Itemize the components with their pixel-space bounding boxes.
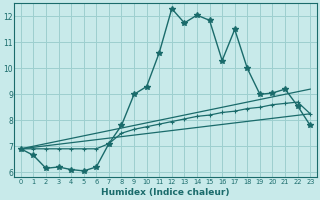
X-axis label: Humidex (Indice chaleur): Humidex (Indice chaleur) — [101, 188, 230, 197]
